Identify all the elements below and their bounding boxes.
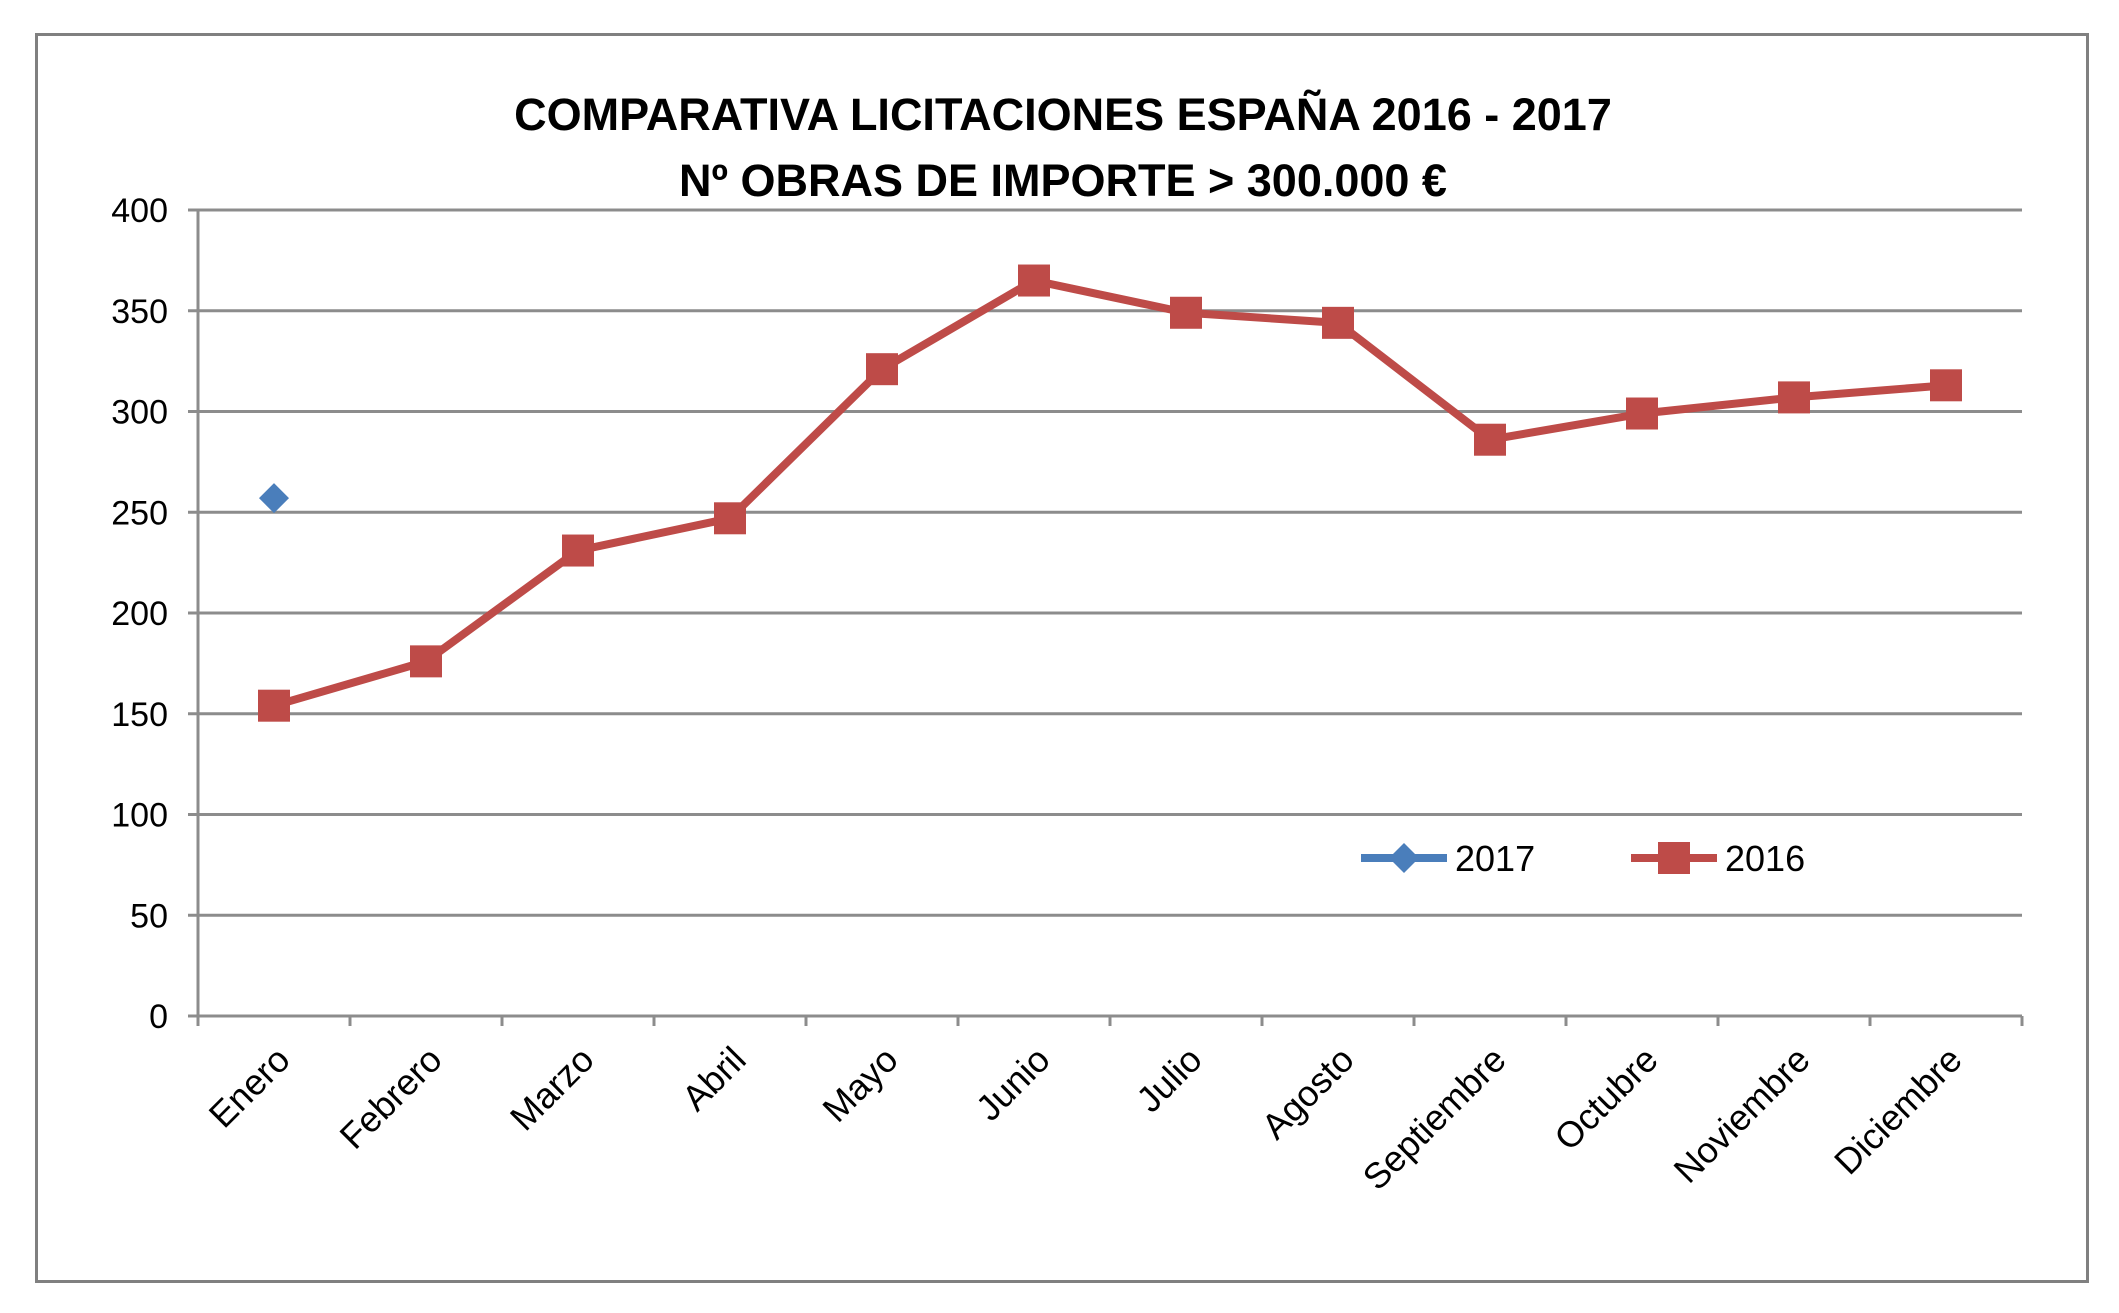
- y-tick-label: 250: [111, 494, 168, 532]
- x-tick-label: Febrero: [332, 1039, 450, 1157]
- line-chart: COMPARATIVA LICITACIONES ESPAÑA 2016 - 2…: [111, 89, 2024, 1198]
- y-tick-label: 400: [111, 192, 168, 230]
- legend-marker-2017: [1389, 843, 1419, 873]
- x-tick-label: Junio: [968, 1039, 1058, 1129]
- y-axis-ticks: 0 50 100 150 200 250 300 350 400: [111, 192, 198, 1036]
- series-layer: [258, 264, 1962, 722]
- y-tick-label: 50: [130, 897, 168, 935]
- legend-label-2016: 2016: [1725, 838, 1805, 879]
- x-tick-label: Abril: [674, 1039, 754, 1119]
- legend: 2017 2016: [1361, 838, 1805, 879]
- legend-label-2017: 2017: [1455, 838, 1535, 879]
- data-point: [562, 534, 594, 567]
- data-point: [1626, 397, 1658, 430]
- data-point: [714, 502, 746, 535]
- data-point: [866, 353, 898, 386]
- y-tick-label: 300: [111, 394, 168, 432]
- data-point: [1018, 264, 1050, 297]
- data-point: [259, 483, 289, 514]
- data-point: [1170, 296, 1202, 329]
- data-point: [1474, 423, 1506, 456]
- x-tick-label: Enero: [201, 1039, 298, 1136]
- y-tick-label: 200: [111, 595, 168, 633]
- data-point: [1930, 369, 1962, 402]
- grid-lines: [198, 208, 2022, 917]
- x-tick-label: Julio: [1128, 1039, 1209, 1120]
- data-point: [1778, 381, 1810, 414]
- data-point: [258, 689, 290, 722]
- y-tick-label: 0: [149, 998, 168, 1036]
- x-tick-label: Marzo: [502, 1039, 602, 1139]
- series-2017: [259, 483, 289, 514]
- chart-subtitle: Nº OBRAS DE IMPORTE > 300.000 €: [679, 155, 1447, 206]
- y-tick-label: 100: [111, 797, 168, 835]
- y-tick-label: 150: [111, 696, 168, 734]
- x-tick-label: Septiembre: [1354, 1039, 1513, 1198]
- x-tick-label: Noviembre: [1666, 1039, 1818, 1191]
- series-2016: [258, 264, 1962, 722]
- x-axis-ticks: Enero Febrero Marzo Abril Mayo Junio Julio Agos…: [196, 1016, 2024, 1198]
- legend-marker-2016: [1658, 842, 1690, 874]
- x-tick-label: Diciembre: [1826, 1039, 1970, 1183]
- data-point: [1322, 306, 1354, 339]
- data-point: [410, 645, 442, 678]
- y-tick-label: 350: [111, 293, 168, 331]
- chart-title: COMPARATIVA LICITACIONES ESPAÑA 2016 - 2…: [514, 89, 1612, 140]
- x-tick-label: Octubre: [1546, 1039, 1666, 1159]
- x-tick-label: Agosto: [1253, 1039, 1361, 1147]
- x-tick-label: Mayo: [814, 1039, 905, 1130]
- series-line-2016: [272, 276, 1947, 710]
- chart-frame: COMPARATIVA LICITACIONES ESPAÑA 2016 - 2…: [35, 33, 2089, 1283]
